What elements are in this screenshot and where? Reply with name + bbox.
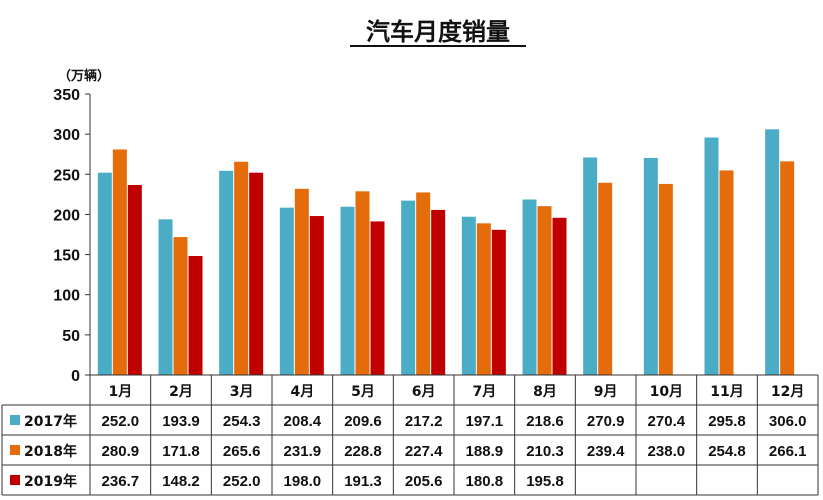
x-tick-label: 4月 bbox=[290, 384, 314, 400]
y-tick-label: 200 bbox=[53, 207, 80, 224]
data-label: 209.6 bbox=[344, 413, 382, 430]
data-table: 1月 2月 3月 4月 5月 6月 7月 8月 9月 10月 11月 12月 2017年 252.0 193… bbox=[1, 374, 819, 496]
y-tick-label: 300 bbox=[53, 127, 80, 144]
bar-2018年-10月 bbox=[658, 183, 673, 375]
bar-2017年-12月 bbox=[765, 129, 780, 375]
y-tick-label: 100 bbox=[53, 288, 80, 305]
y-tick-label: 250 bbox=[53, 167, 80, 184]
data-label: 193.9 bbox=[162, 413, 200, 430]
bar-2018年-11月 bbox=[719, 170, 734, 375]
data-label: 231.9 bbox=[284, 443, 322, 460]
data-label: 205.6 bbox=[405, 473, 443, 490]
bar-2017年-2月 bbox=[158, 219, 173, 375]
legend-label: 2018年 bbox=[24, 443, 77, 460]
bar-2017年-5月 bbox=[340, 206, 355, 375]
y-tick-label: 350 bbox=[53, 87, 80, 104]
y-axis: 0 50 100 150 200 250 300 350 bbox=[53, 87, 91, 385]
data-label: 236.7 bbox=[102, 473, 140, 490]
x-tick-label: 1月 bbox=[108, 384, 132, 400]
y-tick-label: 50 bbox=[62, 328, 80, 345]
data-label: 280.9 bbox=[102, 443, 140, 460]
data-label: 252.0 bbox=[102, 413, 140, 430]
data-label: 252.0 bbox=[223, 473, 261, 490]
bar-2019年-5月 bbox=[370, 221, 385, 375]
legend-label: 2019年 bbox=[24, 473, 77, 490]
x-tick-label: 9月 bbox=[594, 384, 618, 400]
legend-swatch-2017年 bbox=[10, 415, 20, 425]
data-label: 218.6 bbox=[526, 413, 564, 430]
bar-2018年-5月 bbox=[355, 191, 370, 375]
bar-2018年-3月 bbox=[234, 161, 249, 375]
x-tick-label: 10月 bbox=[650, 384, 683, 400]
data-label: 148.2 bbox=[162, 473, 200, 490]
data-label: 266.1 bbox=[769, 443, 807, 460]
data-label: 208.4 bbox=[284, 413, 322, 430]
legend-label: 2017年 bbox=[24, 413, 77, 430]
bar-2018年-6月 bbox=[416, 192, 431, 375]
x-tick-label: 6月 bbox=[412, 384, 436, 400]
bar-2018年-8月 bbox=[537, 206, 552, 375]
bar-2018年-2月 bbox=[173, 237, 188, 375]
x-tick-label: 3月 bbox=[230, 384, 254, 400]
bar-2018年-7月 bbox=[476, 223, 491, 375]
bar-2019年-2月 bbox=[188, 256, 203, 375]
data-label: 191.3 bbox=[344, 473, 382, 490]
data-label: 171.8 bbox=[162, 443, 200, 460]
bar-2019年-7月 bbox=[491, 229, 506, 375]
data-label: 254.8 bbox=[708, 443, 746, 460]
data-label: 195.8 bbox=[526, 473, 564, 490]
legend-swatch-2018年 bbox=[10, 445, 20, 455]
bar-2019年-6月 bbox=[431, 209, 446, 375]
bars-group bbox=[97, 129, 795, 375]
data-label: 295.8 bbox=[708, 413, 746, 430]
data-label: 306.0 bbox=[769, 413, 807, 430]
data-label: 270.9 bbox=[587, 413, 625, 430]
data-label: 197.1 bbox=[466, 413, 504, 430]
y-axis-unit-label: （万辆） bbox=[58, 68, 110, 84]
bar-2018年-12月 bbox=[780, 161, 795, 375]
legend-swatch-2019年 bbox=[10, 475, 20, 485]
data-label: 270.4 bbox=[648, 413, 686, 430]
x-tick-label: 8月 bbox=[533, 384, 557, 400]
x-tick-label: 11月 bbox=[710, 384, 743, 400]
data-label: 254.3 bbox=[223, 413, 261, 430]
bar-2017年-6月 bbox=[401, 200, 416, 375]
data-label: 188.9 bbox=[466, 443, 504, 460]
bar-2017年-8月 bbox=[522, 199, 537, 375]
data-label: 180.8 bbox=[466, 473, 504, 490]
bar-2017年-1月 bbox=[97, 172, 112, 375]
bar-2017年-7月 bbox=[461, 216, 476, 375]
bar-2019年-4月 bbox=[309, 216, 324, 375]
bar-2017年-11月 bbox=[704, 137, 719, 375]
bar-2017年-10月 bbox=[643, 157, 658, 375]
bar-2018年-1月 bbox=[112, 149, 127, 375]
x-tick-label: 12月 bbox=[771, 384, 804, 400]
x-tick-label: 2月 bbox=[169, 384, 193, 400]
bar-2019年-8月 bbox=[552, 217, 567, 375]
bar-2019年-3月 bbox=[249, 172, 264, 375]
bar-2018年-4月 bbox=[294, 188, 309, 375]
chart-title: 汽车月度销量 bbox=[366, 18, 510, 46]
bar-2017年-3月 bbox=[219, 170, 234, 375]
data-label: 228.8 bbox=[344, 443, 382, 460]
data-label: 239.4 bbox=[587, 443, 625, 460]
bar-2019年-1月 bbox=[127, 184, 142, 375]
y-tick-label: 150 bbox=[53, 248, 80, 265]
x-tick-label: 5月 bbox=[351, 384, 375, 400]
bar-2017年-9月 bbox=[583, 157, 598, 375]
data-label: 217.2 bbox=[405, 413, 443, 430]
bar-2017年-4月 bbox=[279, 207, 294, 375]
y-tick-label: 0 bbox=[71, 368, 80, 385]
bar-2018年-9月 bbox=[598, 182, 613, 375]
data-label: 265.6 bbox=[223, 443, 261, 460]
data-label: 198.0 bbox=[284, 473, 322, 490]
data-label: 238.0 bbox=[648, 443, 686, 460]
data-label: 210.3 bbox=[526, 443, 564, 460]
data-label: 227.4 bbox=[405, 443, 443, 460]
x-tick-label: 7月 bbox=[472, 384, 496, 400]
